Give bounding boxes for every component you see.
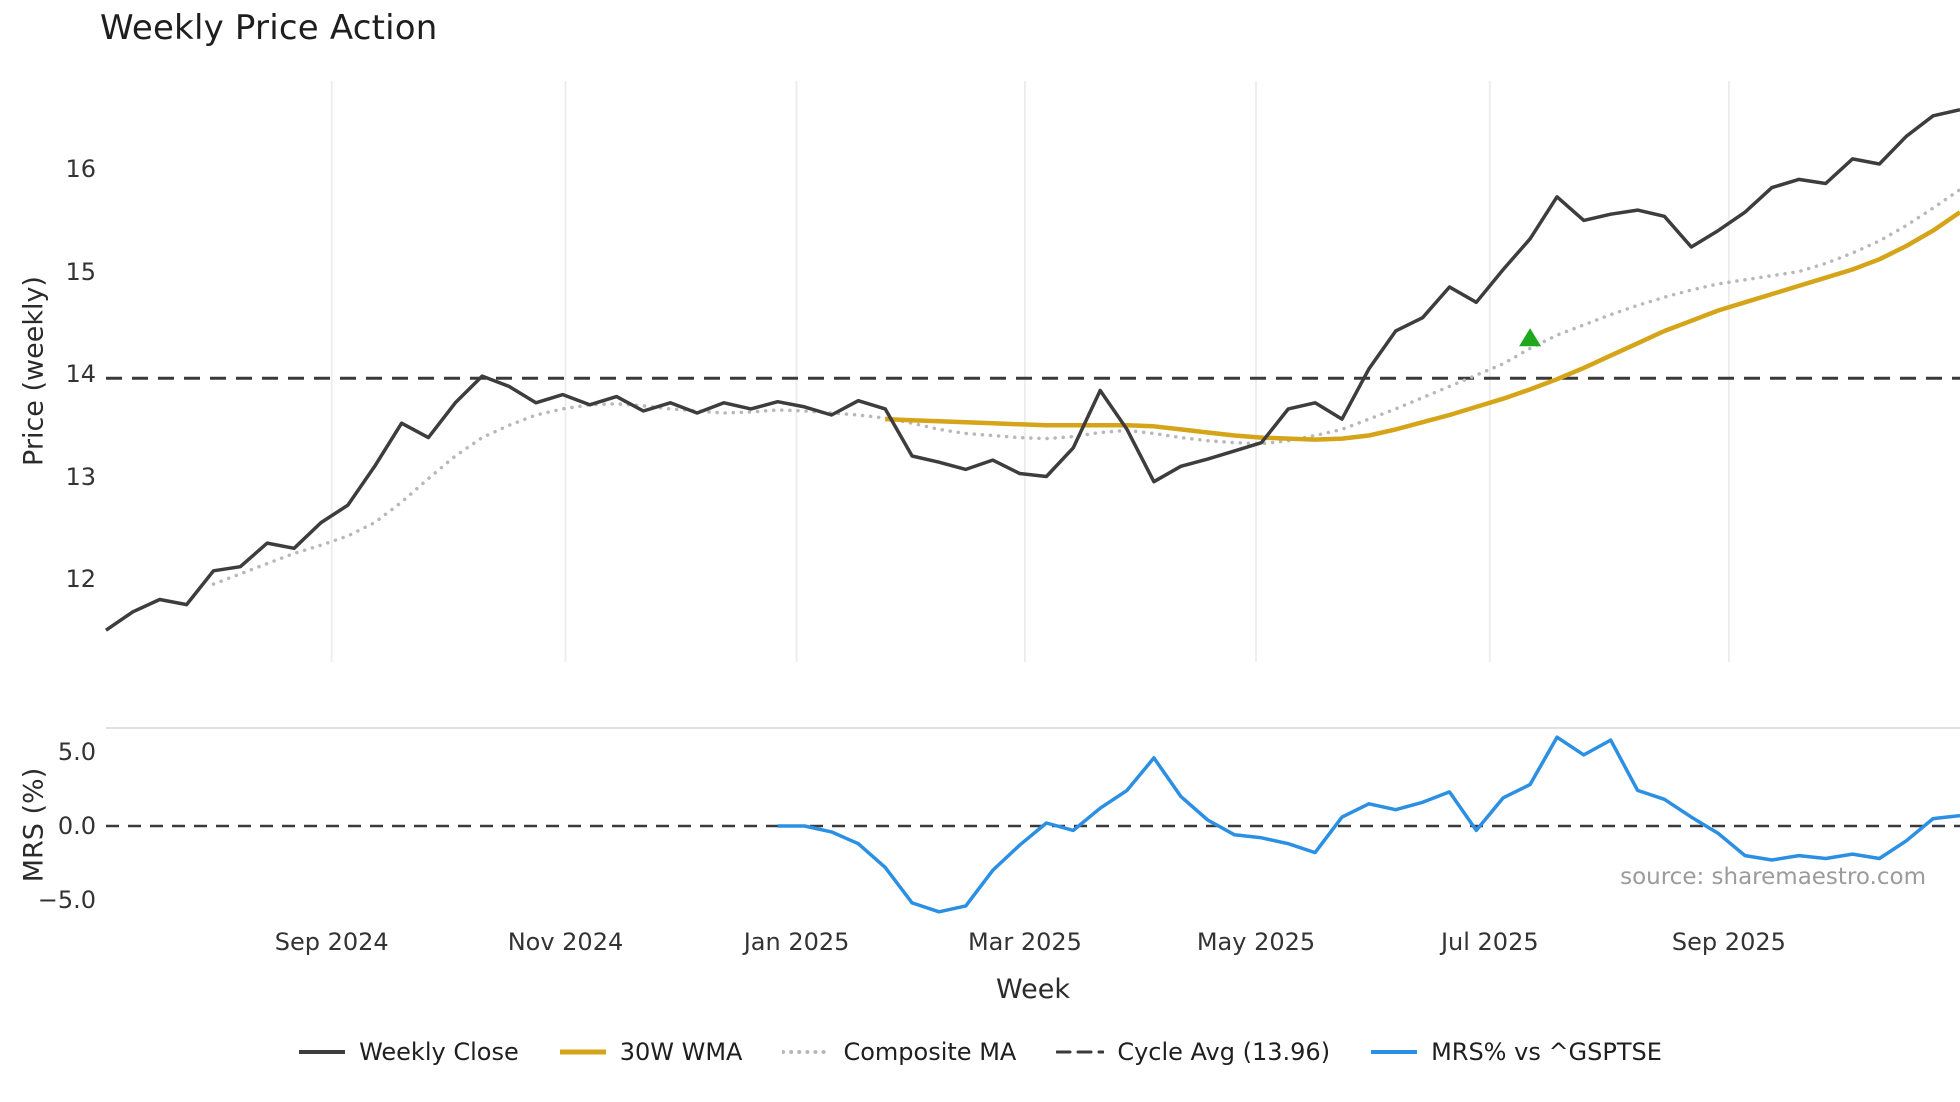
x-tick-label: Jan 2025 [743, 928, 850, 956]
legend-item[interactable]: Composite MA [782, 1038, 1016, 1066]
price-y-tick-label: 13 [65, 462, 96, 491]
signal-triangle-marker [1519, 328, 1542, 347]
x-tick-label: Nov 2024 [507, 928, 624, 956]
x-tick-label: Sep 2024 [274, 928, 389, 956]
weekly-close-line [105, 107, 1960, 632]
mrs-y-tick-label: 5.0 [57, 737, 96, 766]
legend-swatch-icon [559, 1049, 606, 1055]
x-tick-label: May 2025 [1196, 928, 1316, 956]
price-y-tick-label: 14 [65, 360, 96, 389]
legend-item[interactable]: 30W WMA [559, 1038, 743, 1066]
x-tick-label: Mar 2025 [967, 928, 1082, 956]
x-axis-title: Week [996, 974, 1070, 1005]
x-tick-label: Jul 2025 [1440, 928, 1539, 956]
mrs-pct-line [777, 735, 1960, 914]
mrs-y-tick-label: 0.0 [57, 811, 96, 840]
price-y-tick-label: 16 [65, 155, 96, 184]
legend-swatch-icon [1056, 1050, 1105, 1054]
legend-label: 30W WMA [619, 1038, 743, 1066]
legend-swatch-icon [1371, 1050, 1418, 1054]
legend-item[interactable]: Weekly Close [298, 1038, 519, 1066]
legend-label: Cycle Avg (13.96) [1117, 1038, 1331, 1066]
legend-label: MRS% vs ^GSPTSE [1431, 1038, 1662, 1066]
x-tick-label: Sep 2025 [1671, 928, 1786, 956]
source-note: source: sharemaestro.com [1620, 864, 1926, 890]
mrs-y-tick-label: −5.0 [37, 885, 96, 914]
legend-label: Weekly Close [359, 1038, 519, 1066]
legend: Weekly Close 30W WMA Composite MA Cycle Avg… [0, 1038, 1960, 1066]
legend-swatch-icon [782, 1050, 831, 1054]
composite-ma-line [211, 187, 1960, 586]
legend-swatch-icon [299, 1050, 346, 1054]
legend-item[interactable]: Cycle Avg (13.96) [1056, 1038, 1330, 1066]
price-y-tick-label: 15 [65, 257, 96, 286]
legend-item[interactable]: MRS% vs ^GSPTSE [1370, 1038, 1662, 1066]
legend-label: Composite MA [843, 1038, 1017, 1066]
chart-title: Weekly Price Action [100, 8, 438, 48]
price-y-tick-label: 12 [65, 565, 96, 593]
wma-30w-line [885, 210, 1960, 442]
